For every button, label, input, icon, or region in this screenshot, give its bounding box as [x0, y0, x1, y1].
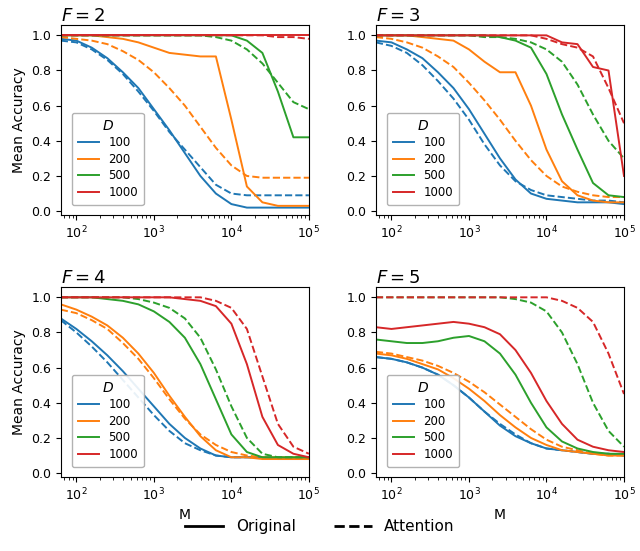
Legend: Original, Attention: Original, Attention — [179, 514, 461, 541]
Text: $F = 4$: $F = 4$ — [61, 268, 106, 287]
Legend: 100, 200, 500, 1000: 100, 200, 500, 1000 — [387, 113, 459, 205]
Text: $F = 5$: $F = 5$ — [376, 268, 420, 287]
Y-axis label: Mean Accuracy: Mean Accuracy — [12, 329, 26, 435]
X-axis label: M: M — [494, 509, 506, 522]
X-axis label: M: M — [179, 509, 191, 522]
Y-axis label: Mean Accuracy: Mean Accuracy — [12, 67, 26, 172]
Legend: 100, 200, 500, 1000: 100, 200, 500, 1000 — [387, 375, 459, 467]
Text: $F = 2$: $F = 2$ — [61, 7, 105, 25]
Legend: 100, 200, 500, 1000: 100, 200, 500, 1000 — [72, 375, 144, 467]
Legend: 100, 200, 500, 1000: 100, 200, 500, 1000 — [72, 113, 144, 205]
Text: $F = 3$: $F = 3$ — [376, 7, 420, 25]
